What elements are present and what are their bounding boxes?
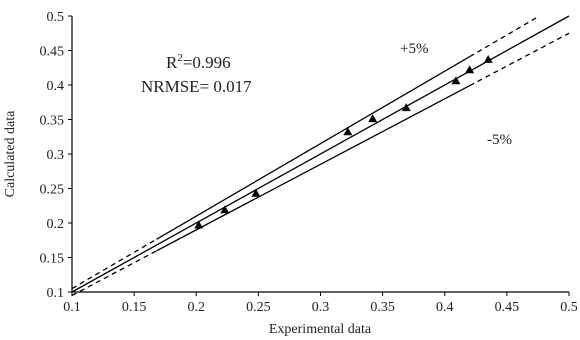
x-tick-label: 0.35 [370, 300, 395, 315]
nrmse-annotation: NRMSE= 0.017 [141, 77, 252, 96]
minus-5-percent-dashed-extension [469, 32, 570, 87]
y-tick-label: 0.25 [40, 183, 65, 198]
y-tick-label: 0.35 [40, 114, 65, 129]
plus-5-percent-dashed-extension [469, 15, 540, 58]
data-point [483, 54, 493, 63]
data-point [220, 205, 230, 214]
x-tick-label: 0.15 [122, 300, 147, 315]
data-point [368, 114, 378, 123]
x-tick-label: 0.4 [436, 300, 454, 315]
minus-5-percent-dashed-extension [71, 250, 157, 297]
x-axis-label: Experimental data [269, 322, 372, 337]
data-point [343, 127, 353, 136]
data-point [401, 103, 411, 112]
minus-5-percent-line [156, 85, 470, 252]
x-tick-label: 0.3 [312, 300, 330, 315]
x-tick-label: 0.1 [63, 300, 81, 315]
x-tick-label: 0.45 [495, 300, 520, 315]
r2-annotation: R2=0.996 [166, 52, 231, 72]
y-tick-label: 0.15 [40, 252, 65, 267]
data-point [465, 65, 475, 74]
data-point [251, 188, 261, 197]
plus-5-percent-dashed-extension [71, 238, 157, 290]
data-points [194, 54, 493, 229]
axes [68, 15, 570, 296]
y-tick-label: 0.2 [47, 217, 65, 232]
x-tick-label: 0.5 [560, 300, 578, 315]
x-tick-label: 0.2 [188, 300, 206, 315]
plus-5-percent-label: +5% [400, 41, 428, 57]
x-tick-label: 0.25 [246, 300, 271, 315]
minus-5-percent-label: -5% [487, 132, 512, 148]
tick-labels: 0.1 0.15 0.2 0.25 0.3 0.35 0.4 0.45 0.5 0.1 0.15 0.… [40, 10, 578, 315]
y-tick-label: 0.4 [47, 79, 65, 94]
identity-line [71, 15, 570, 293]
y-tick-label: 0.45 [40, 45, 65, 60]
data-point [194, 220, 204, 229]
y-axis-label: Calculated data [3, 110, 18, 197]
plus-5-percent-line [156, 56, 470, 240]
y-tick-label: 0.1 [47, 286, 65, 301]
reference-lines [71, 15, 570, 297]
y-tick-label: 0.3 [47, 148, 65, 163]
data-point [451, 76, 461, 85]
y-tick-label: 0.5 [47, 10, 65, 25]
